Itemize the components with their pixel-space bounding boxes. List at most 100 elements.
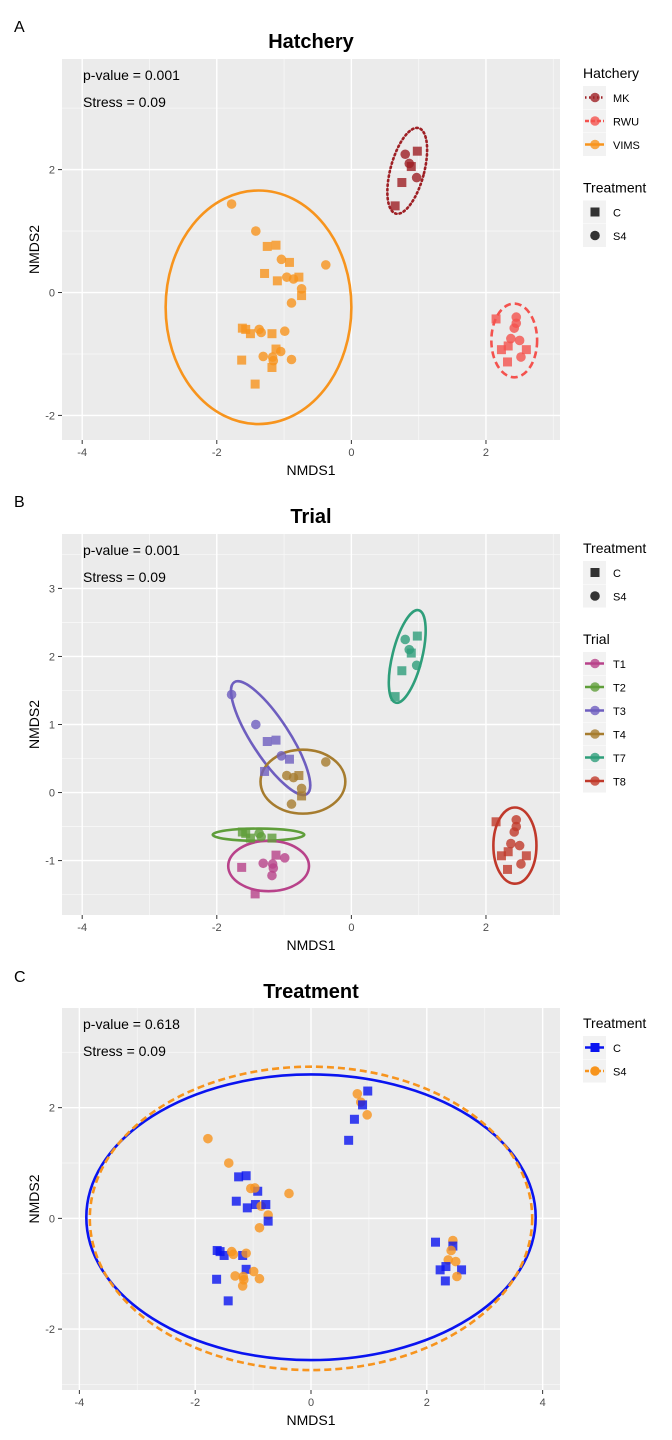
point-t8-square (521, 851, 531, 861)
point-t7-circle (411, 660, 422, 671)
ellipse-vims (164, 189, 353, 426)
legend-key-c (583, 1036, 606, 1059)
point-rwu-circle (516, 352, 526, 362)
point-t2-square (267, 833, 277, 843)
legend-key-circle (590, 116, 600, 126)
panel-b: B Trial -4 -2 0 2 -1 0 1 2 3 NMDS1 NMDS2 p-value = 0.… (14, 494, 646, 953)
panel-a: A Hatchery -4 -2 0 2 -2 0 2 NMDS1 NMDS2 p-value = 0… (14, 19, 646, 478)
x-tick-label: -2 (190, 1397, 200, 1409)
ellipse-mk (386, 126, 429, 216)
legend-key-t4 (583, 722, 606, 746)
legend-hatchery: Hatchery MK RWU VIMS (583, 65, 640, 156)
x-tick-label: 2 (424, 1397, 430, 1409)
ellipse-rwu (490, 302, 539, 379)
legend-label: T1 (613, 659, 626, 671)
ellipse-t8 (492, 806, 538, 886)
y-tick-label: -2 (45, 1324, 55, 1336)
point-vims-circle (258, 351, 269, 362)
legend-label: VIMS (613, 140, 640, 152)
y-tick-label: 1 (49, 720, 55, 732)
point-vims-square (245, 329, 255, 339)
legend-label: C (613, 1043, 621, 1055)
annotation: p-value = 0.001 (83, 67, 180, 83)
legend-title: Hatchery (583, 65, 639, 81)
y-tick-label: 0 (49, 288, 55, 300)
point-c-square (231, 1196, 241, 1206)
point-c-square (263, 1216, 273, 1226)
x-tick-label: -4 (77, 922, 87, 934)
legend-key-t3 (583, 699, 606, 722)
x-axis-label: NMDS1 (286, 462, 335, 478)
point-vims-square (272, 276, 282, 286)
legend-label: C (613, 208, 621, 220)
point-rwu-square (491, 314, 501, 324)
legend-key-s4 (583, 584, 606, 608)
legend-key-circle (590, 752, 600, 763)
point-s4-circle (254, 1273, 265, 1284)
point-t1-circle (267, 870, 277, 881)
legend-key-t7 (583, 746, 606, 769)
y-tick-label: 2 (49, 651, 55, 663)
grid (62, 534, 560, 915)
ellipse-t3 (229, 679, 312, 797)
legend-title: Trial (583, 631, 610, 647)
point-rwu-square (496, 345, 506, 355)
legend-key-square (590, 1043, 600, 1052)
point-t4-square (297, 791, 307, 801)
point-mk-square (412, 146, 422, 156)
legend-key-circle (590, 682, 600, 692)
point-t1-circle (258, 858, 269, 869)
point-t2-circle (256, 831, 267, 842)
point-rwu-square (503, 357, 513, 367)
legend-label: T3 (613, 706, 626, 718)
x-tick-label: -2 (212, 922, 222, 934)
panel-c: C Treatment -4 -2 0 2 4 -2 0 2 NMDS1 NMDS2 p-value =… (14, 969, 646, 1428)
x-tick-label: 0 (308, 1397, 314, 1409)
point-c-square (241, 1264, 251, 1274)
legend-key-mk (583, 86, 606, 109)
point-mk-circle (400, 149, 411, 160)
legend-label: MK (613, 93, 630, 105)
grid (62, 59, 560, 440)
ellipse-t7 (387, 608, 427, 705)
point-t8-square (503, 847, 513, 857)
point-vims-square (237, 355, 247, 365)
point-t8-circle (509, 827, 520, 837)
ellipse-c (85, 1073, 537, 1362)
x-tick-label: -2 (212, 447, 222, 459)
point-t3-circle (276, 750, 287, 761)
point-vims-circle (279, 326, 290, 337)
legend-treatment: Treatment C S4 (583, 180, 646, 247)
point-s4-circle (248, 1266, 259, 1277)
point-s4-circle (250, 1183, 260, 1193)
point-t3-square (284, 754, 294, 764)
point-mk-square (406, 162, 416, 172)
ellipses (211, 608, 538, 893)
point-vims-circle (275, 346, 286, 357)
legend-key-circle (590, 591, 600, 601)
legend-key-circle (590, 729, 600, 739)
legend-label: S4 (613, 231, 626, 243)
legend-key-square (590, 568, 600, 577)
point-t4-circle (321, 757, 331, 767)
point-mk-square (397, 178, 407, 188)
legend-title: Treatment (583, 180, 646, 196)
ellipse-s4 (88, 1065, 534, 1372)
legend-label: T8 (613, 777, 626, 789)
point-s4-circle (230, 1271, 240, 1281)
point-vims-circle (226, 199, 237, 209)
point-rwu-square (503, 341, 513, 351)
panel-label: A (14, 19, 25, 36)
y-axis-label: NMDS2 (26, 700, 42, 749)
x-tick-label: 2 (483, 447, 489, 459)
legend-key-square (590, 207, 600, 217)
point-s4-circle (284, 1188, 294, 1199)
point-s4-circle (241, 1248, 251, 1259)
y-tick-label: 2 (49, 165, 55, 177)
y-tick-label: 0 (49, 1213, 55, 1225)
point-t8-circle (516, 859, 526, 869)
y-tick-label: 0 (49, 788, 55, 800)
chart-title: Trial (290, 506, 331, 528)
